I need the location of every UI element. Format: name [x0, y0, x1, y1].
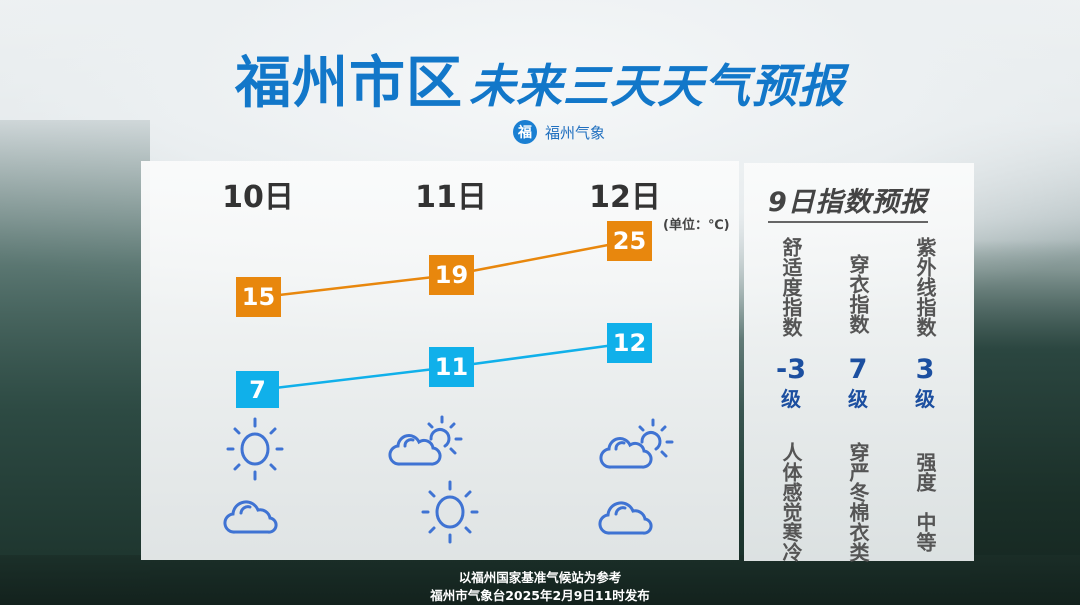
index-uv: 紫外线指数 3 级 强度 中等 — [905, 222, 945, 582]
high-temp-11: 19 — [429, 255, 474, 295]
low-temp-line-1 — [257, 365, 452, 392]
brand-logo-icon: 福 — [513, 120, 537, 144]
index-value: 7 — [848, 354, 868, 385]
partly-cloudy-icon — [388, 415, 463, 466]
cloudy-icon — [223, 500, 278, 534]
title-main: 福州市区 — [235, 51, 463, 116]
index-name: 舒适度指数 — [779, 237, 803, 337]
footer-reference: 以福州国家基准气候站为参考 — [458, 570, 622, 585]
index-comfort: 舒适度指数 -3 级 人体感觉寒冷 — [771, 222, 811, 582]
high-temp-line-1 — [261, 273, 452, 299]
index-clothing: 穿衣指数 7 级 穿严冬棉衣类 — [838, 235, 878, 582]
index-panel — [744, 163, 974, 561]
index-description: 人体感觉寒冷 — [779, 442, 803, 562]
partly-cloudy-icon — [599, 418, 674, 469]
index-description: 穿严冬棉衣类 — [846, 442, 870, 562]
low-temp-11: 11 — [429, 347, 474, 387]
sunny-icon — [226, 417, 284, 481]
index-unit: 级 — [848, 387, 868, 411]
footer-publish-info: 福州市气象台2025年2月9日11时发布 — [430, 588, 650, 603]
brand-name: 福州气象 — [545, 123, 606, 142]
index-description: 强度 中等 — [913, 452, 937, 552]
day-label-12: 12日 — [589, 180, 661, 215]
high-temp-10: 15 — [236, 277, 281, 317]
day-label-10: 10日 — [222, 180, 294, 215]
sunny-icon — [421, 480, 479, 544]
high-temp-12: 25 — [607, 221, 652, 261]
low-temp-12: 12 — [607, 323, 652, 363]
brand: 福 福州气象 — [513, 120, 605, 144]
background-forest-right — [970, 240, 1080, 605]
cloudy-icon — [598, 501, 653, 535]
background-forest-left — [0, 120, 150, 605]
index-unit: 级 — [915, 387, 935, 411]
high-temp-line-2 — [450, 239, 630, 277]
low-temp-10: 7 — [236, 371, 279, 408]
background-forest-bottom — [0, 555, 1080, 605]
unit-label: (单位：℃) — [663, 218, 730, 233]
index-name: 紫外线指数 — [913, 237, 937, 337]
index-panel-title: 9日指数预报 — [768, 180, 928, 223]
title-sub: 未来三天天气预报 — [469, 59, 845, 113]
index-value: -3 — [776, 354, 806, 385]
index-unit: 级 — [781, 387, 801, 411]
day-label-11: 11日 — [415, 180, 487, 215]
page-title: 福州市区 未来三天天气预报 — [0, 38, 1080, 119]
index-name: 穿衣指数 — [846, 253, 870, 334]
low-temp-line-2 — [450, 341, 630, 369]
index-value: 3 — [915, 354, 935, 385]
